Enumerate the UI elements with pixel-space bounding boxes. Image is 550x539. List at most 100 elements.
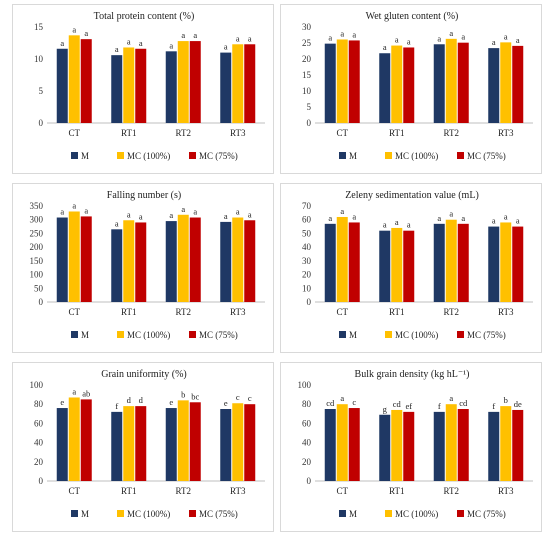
y-tick-label: 10: [34, 54, 44, 64]
significance-label: d: [127, 395, 132, 405]
legend-label: MC (75%): [199, 151, 238, 161]
significance-label: cd: [393, 399, 402, 409]
bar-mc-100: [68, 211, 80, 302]
significance-label: a: [72, 24, 76, 34]
bar-mc-75: [348, 40, 360, 123]
y-tick-label: 0: [39, 476, 44, 486]
legend-label: MC (75%): [199, 509, 238, 519]
legend-label: M: [81, 330, 89, 340]
y-tick-label: 5: [39, 86, 44, 96]
legend-label: MC (100%): [127, 330, 170, 340]
legend-swatch: [117, 510, 124, 517]
y-tick-label: 20: [302, 270, 312, 280]
legend-swatch: [457, 152, 464, 159]
significance-label: cd: [459, 398, 468, 408]
significance-label: a: [328, 213, 332, 223]
bar-m: [220, 221, 232, 302]
x-category-label: CT: [336, 486, 348, 496]
bar-mc-75: [457, 223, 469, 302]
significance-label: a: [127, 209, 131, 219]
bar-mc-100: [391, 227, 403, 302]
chart-title: Total protein content (%): [94, 11, 195, 22]
bar-m: [488, 48, 500, 124]
bar-mc-100: [177, 214, 189, 302]
bar-m: [379, 414, 391, 481]
y-tick-label: 5: [307, 102, 312, 112]
x-category-label: RT2: [176, 307, 191, 317]
significance-label: a: [395, 217, 399, 227]
y-tick-label: 20: [302, 54, 312, 64]
legend-label: MC (75%): [467, 330, 506, 340]
legend-swatch: [457, 510, 464, 517]
chart-wet-gluten: Wet gluten content (%) 0 5 10 15 20 25 30 a a a CT a…: [280, 4, 542, 174]
significance-label: a: [84, 28, 88, 38]
x-category-label: RT2: [444, 307, 459, 317]
y-tick-label: 70: [302, 201, 312, 211]
legend-label: MC (75%): [467, 509, 506, 519]
significance-label: a: [383, 220, 387, 230]
bar-mc-100: [68, 35, 80, 123]
bar-mc-75: [189, 402, 201, 481]
chart-zeleny-sedimentation: Zeleny sedimentation value (mL) 0 10 20 30 40…: [280, 183, 542, 353]
legend-swatch: [339, 152, 346, 159]
y-tick-label: 0: [307, 476, 312, 486]
chart-title: Zeleny sedimentation value (mL): [345, 190, 479, 201]
bar-mc-100: [391, 409, 403, 481]
significance-label: a: [236, 207, 240, 217]
chart-falling-number: Falling number (s) 0 50 100 150 200 250 300 350 a…: [12, 183, 274, 353]
significance-label: a: [340, 393, 344, 403]
significance-label: f: [115, 401, 118, 411]
significance-label: a: [224, 211, 228, 221]
bar-m: [433, 411, 445, 481]
significance-label: d: [139, 395, 144, 405]
y-tick-label: 150: [30, 256, 44, 266]
bar-mc-100: [500, 42, 512, 123]
bar-m: [165, 51, 177, 123]
significance-label: a: [60, 38, 64, 48]
significance-label: bc: [191, 391, 199, 401]
y-tick-label: 15: [34, 22, 44, 32]
significance-label: a: [193, 207, 197, 217]
y-tick-label: 30: [302, 22, 312, 32]
bar-m: [433, 44, 445, 123]
bar-mc-75: [244, 220, 256, 302]
bar-mc-100: [123, 220, 135, 302]
legend-label: MC (100%): [127, 509, 170, 519]
bar-mc-100: [500, 222, 512, 302]
significance-label: a: [169, 40, 173, 50]
y-tick-label: 0: [307, 297, 312, 307]
significance-label: cd: [326, 398, 335, 408]
significance-label: a: [492, 216, 496, 226]
significance-label: a: [224, 42, 228, 52]
bar-m: [220, 409, 232, 481]
significance-label: a: [84, 205, 88, 215]
significance-label: a: [449, 393, 453, 403]
significance-label: e: [169, 397, 173, 407]
bar-m: [324, 43, 336, 123]
significance-label: a: [352, 211, 356, 221]
y-tick-label: 100: [298, 380, 312, 390]
y-tick-label: 50: [302, 228, 312, 238]
bar-mc-100: [177, 41, 189, 123]
x-category-label: RT1: [389, 486, 404, 496]
bar-m: [379, 53, 391, 123]
legend-swatch: [189, 331, 196, 338]
significance-label: a: [248, 209, 252, 219]
legend-label: M: [349, 151, 357, 161]
bar-mc-100: [232, 403, 244, 481]
significance-label: a: [193, 30, 197, 40]
bar-mc-75: [403, 47, 415, 124]
significance-label: a: [340, 206, 344, 216]
legend-swatch: [117, 152, 124, 159]
legend-swatch: [71, 152, 78, 159]
bar-m: [111, 55, 123, 123]
bar-mc-75: [348, 408, 360, 481]
x-category-label: RT3: [498, 486, 514, 496]
significance-label: a: [352, 29, 356, 39]
x-category-label: RT3: [498, 128, 514, 138]
significance-label: a: [115, 218, 119, 228]
y-tick-label: 30: [302, 256, 312, 266]
